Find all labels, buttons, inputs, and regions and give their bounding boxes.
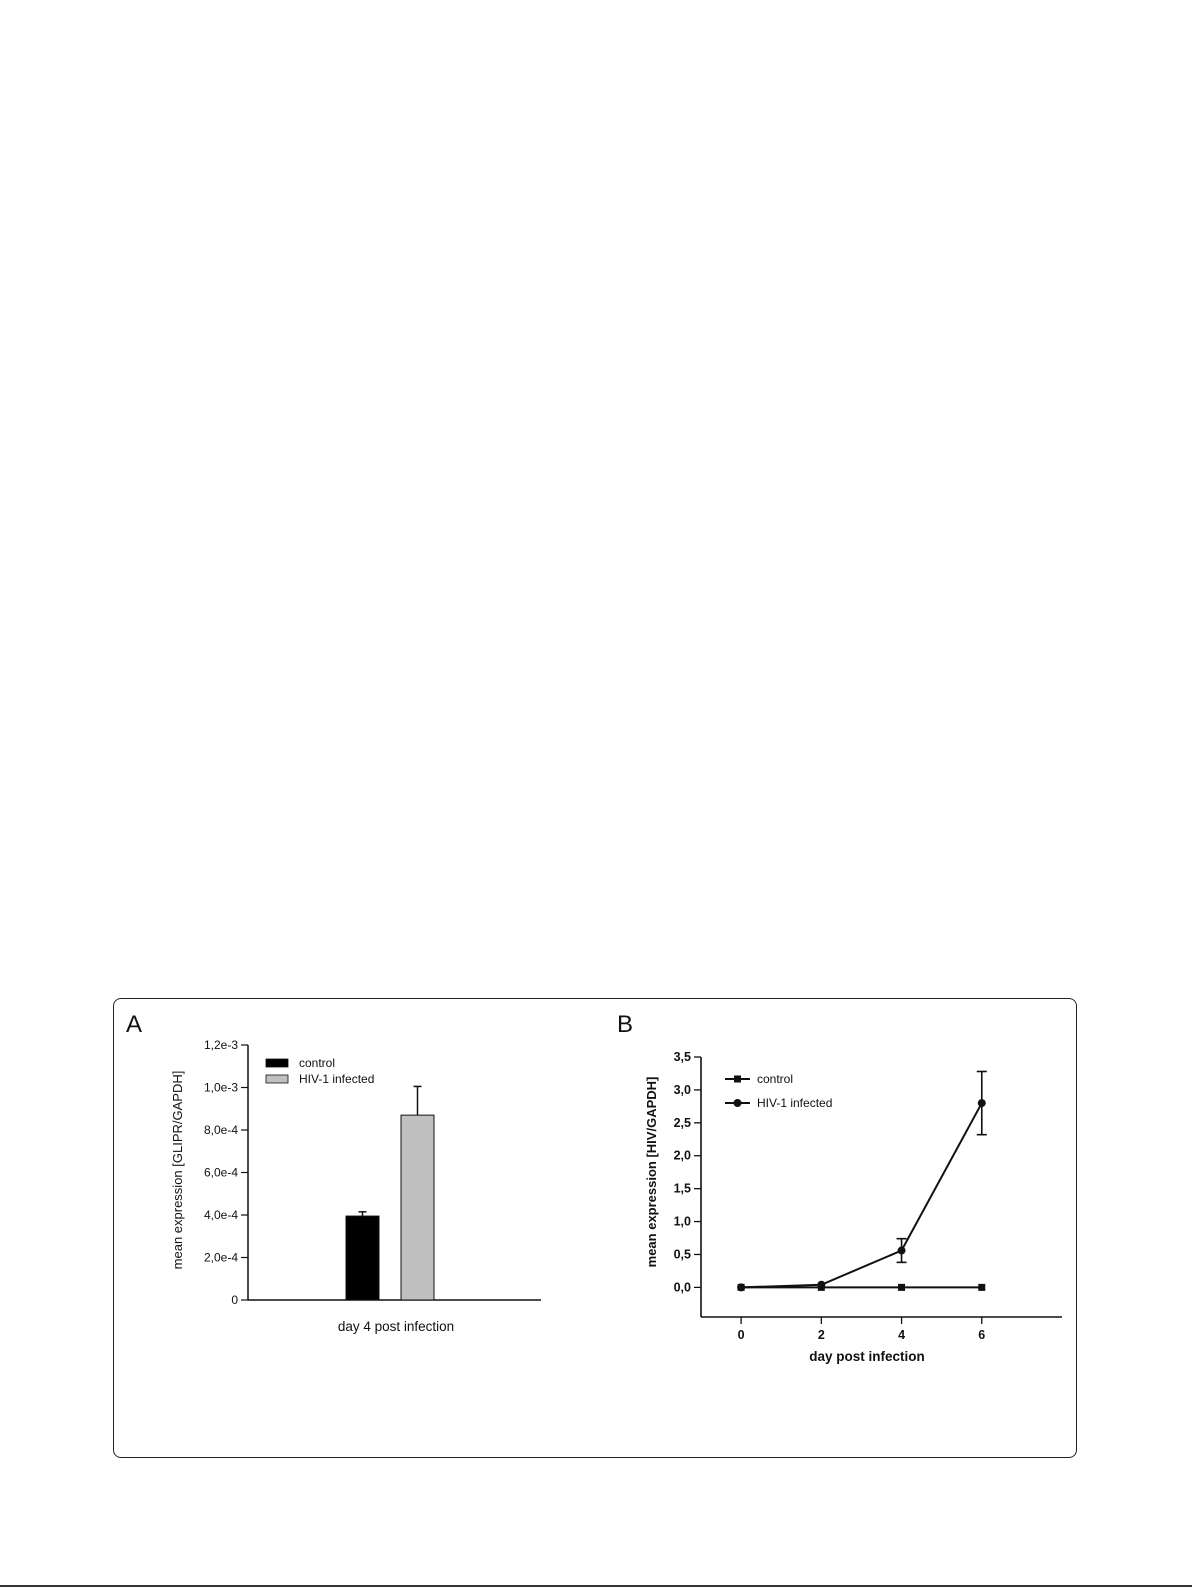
- series-line: [741, 1102, 983, 1289]
- x-axis-label-a: day 4 post infection: [338, 1319, 454, 1334]
- data-point: [898, 1283, 906, 1291]
- figure-frame: [113, 998, 1077, 1458]
- y-tick-label-b: 3,0: [674, 1083, 691, 1097]
- x-tick-label-b: 0: [738, 1328, 745, 1342]
- y-tick-label-a: 4,0e-4: [204, 1208, 238, 1222]
- y-tick-label-a: 2,0e-4: [204, 1251, 238, 1265]
- y-tick-label-a: 6,0e-4: [204, 1166, 238, 1180]
- y-tick-label-a: 1,0e-3: [204, 1081, 238, 1095]
- legend-label: HIV-1 infected: [757, 1096, 832, 1110]
- chart-b: 0,0 0,5 1,0 1,5 2,0 2,5 3,0 3,5 0 2 4 6 day post inf…: [644, 1050, 1062, 1364]
- legend-label: control: [299, 1056, 335, 1070]
- legend-swatch: [265, 1074, 289, 1084]
- legend-label: HIV-1 infected: [299, 1072, 374, 1086]
- y-tick-label-b: 2,0: [674, 1149, 691, 1163]
- x-axis-label-b: day post infection: [809, 1349, 925, 1364]
- y-tick-label-b: 3,5: [674, 1050, 691, 1064]
- bar: [400, 1114, 435, 1301]
- x-tick-label-b: 4: [898, 1328, 905, 1342]
- y-tick-label-b: 0,5: [674, 1247, 691, 1261]
- chart-a: 0 2,0e-4 4,0e-4 6,0e-4 8,0e-4 1,0e-3 1,2e-3 day…: [170, 1038, 541, 1334]
- y-axis-label-b: mean expression [HIV/GAPDH]: [644, 1077, 659, 1268]
- y-tick-label-b: 2,5: [674, 1116, 691, 1130]
- y-tick-label-a: 0: [231, 1293, 238, 1307]
- legend-label: control: [757, 1072, 793, 1086]
- legend-marker: [733, 1099, 742, 1107]
- y-tick-label-a: 1,2e-3: [204, 1038, 238, 1052]
- data-point: [977, 1099, 986, 1108]
- y-tick-label-b: 1,5: [674, 1182, 691, 1196]
- legend-marker: [734, 1075, 741, 1083]
- panel-label-a: A: [126, 1011, 142, 1038]
- page-bottom-rule: [0, 1585, 1192, 1587]
- panel-label-b: B: [617, 1011, 633, 1038]
- data-point: [817, 1280, 826, 1289]
- x-tick-label-b: 6: [978, 1328, 985, 1342]
- data-point: [978, 1283, 986, 1291]
- y-tick-label-b: 0,0: [674, 1280, 691, 1294]
- bar: [345, 1215, 380, 1301]
- data-point: [897, 1246, 906, 1255]
- legend-swatch: [265, 1058, 289, 1068]
- y-tick-label-a: 8,0e-4: [204, 1123, 238, 1137]
- data-point: [737, 1283, 746, 1292]
- x-tick-label-b: 2: [818, 1328, 825, 1342]
- y-axis-label-a: mean expression [GLIPR/GAPDH]: [170, 1071, 185, 1270]
- y-tick-label-b: 1,0: [674, 1215, 691, 1229]
